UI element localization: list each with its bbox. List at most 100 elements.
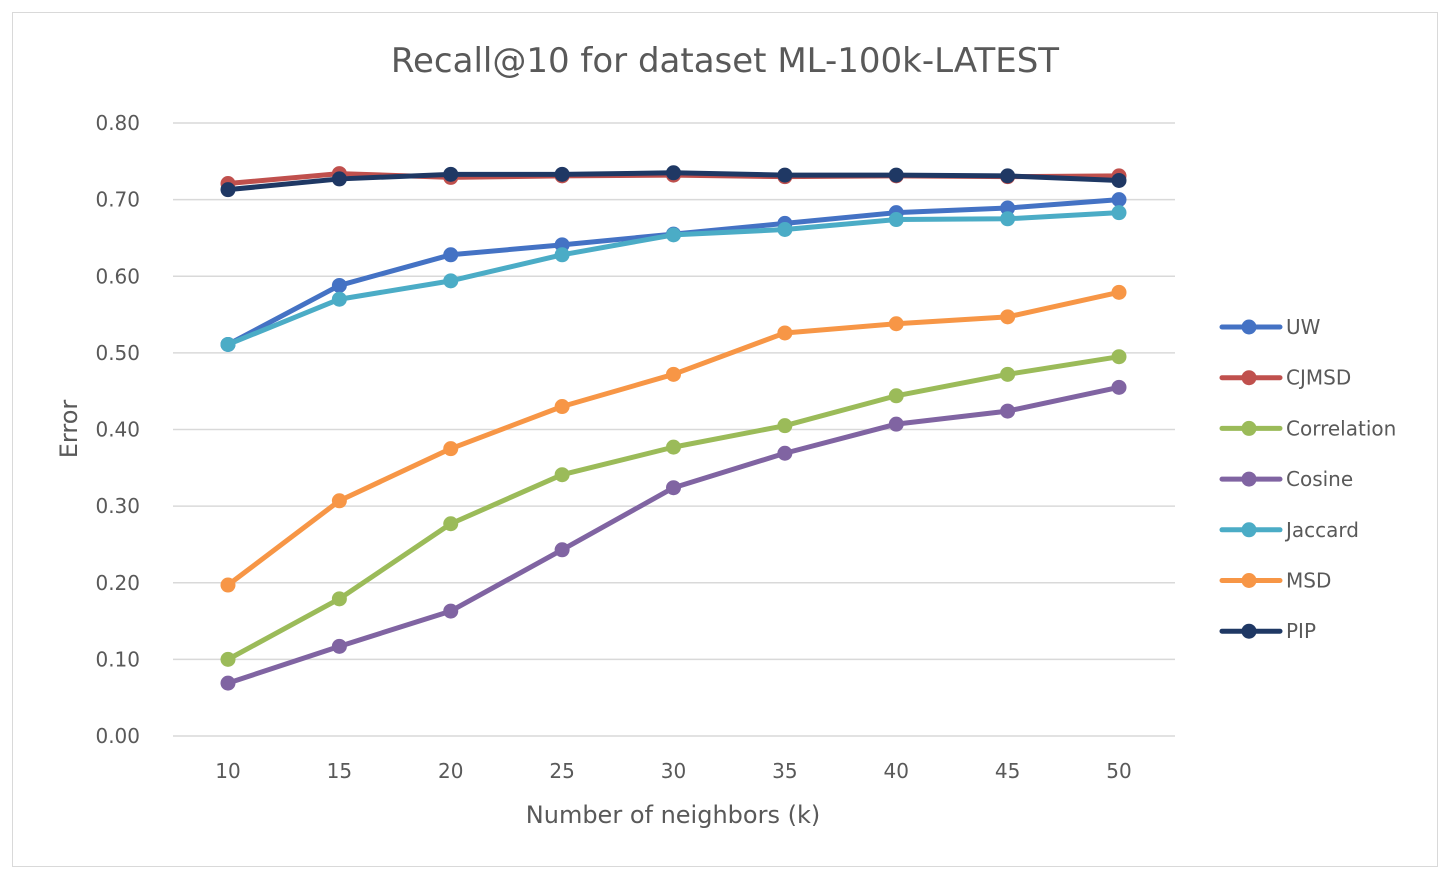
data-point xyxy=(666,165,681,181)
data-point xyxy=(554,467,570,483)
gridlines xyxy=(173,122,1175,737)
data-point xyxy=(331,171,347,187)
y-tick-label: 0.70 xyxy=(95,188,140,212)
legend-swatch-marker xyxy=(1241,573,1257,588)
data-point xyxy=(554,166,570,182)
legend-label: UW xyxy=(1286,315,1321,339)
data-point xyxy=(777,325,793,341)
data-point xyxy=(888,167,904,183)
x-axis-label: Number of neighbors (k) xyxy=(526,801,820,829)
series-lines xyxy=(220,165,1127,691)
series-uw xyxy=(220,192,1127,352)
legend-item: MSD xyxy=(1219,569,1331,593)
legend-swatch-marker xyxy=(1241,420,1257,436)
data-point xyxy=(1111,172,1127,188)
y-axis-ticks: 0.00 0.10 0.20 0.30 0.40 0.50 0.60 0.70 0.80 xyxy=(95,111,140,748)
data-point xyxy=(220,577,236,593)
legend-swatch-marker xyxy=(1241,522,1257,538)
data-point xyxy=(888,212,904,228)
data-point xyxy=(666,480,681,496)
data-point xyxy=(220,182,236,198)
y-tick-label: 0.60 xyxy=(95,264,140,288)
data-point xyxy=(443,166,459,182)
chart-title: Recall@10 for dataset ML-100k-LATEST xyxy=(391,41,1059,81)
series-pip xyxy=(220,165,1127,198)
legend-item: PIP xyxy=(1219,619,1316,643)
data-point xyxy=(888,316,904,332)
series-correlation xyxy=(220,349,1127,667)
series-msd xyxy=(220,284,1127,593)
series-line xyxy=(225,289,1122,588)
legend-item: Cosine xyxy=(1219,467,1353,491)
y-tick-label: 0.30 xyxy=(95,494,140,518)
x-tick-label: 15 xyxy=(327,759,352,783)
x-tick-label: 40 xyxy=(884,759,909,783)
data-point xyxy=(443,273,459,289)
x-tick-label: 35 xyxy=(772,759,797,783)
data-point xyxy=(443,247,459,263)
y-tick-label: 0.50 xyxy=(95,341,140,365)
data-point xyxy=(1111,205,1127,221)
legend-label: Cosine xyxy=(1286,467,1353,491)
y-tick-label: 0.40 xyxy=(95,418,140,442)
data-point xyxy=(888,416,904,432)
data-point xyxy=(888,388,904,404)
x-axis-ticks: 10 15 20 25 30 35 40 45 50 xyxy=(215,759,1131,783)
y-tick-label: 0.80 xyxy=(95,111,140,135)
data-point xyxy=(331,291,347,307)
data-point xyxy=(666,227,681,243)
data-point xyxy=(443,516,459,532)
x-tick-label: 45 xyxy=(995,759,1020,783)
data-point xyxy=(1000,403,1016,419)
x-tick-label: 30 xyxy=(661,759,686,783)
data-point xyxy=(331,493,347,509)
y-axis-label: Error xyxy=(55,400,83,459)
data-point xyxy=(1000,309,1016,325)
data-point xyxy=(443,441,459,457)
data-point xyxy=(1000,366,1016,382)
y-tick-label: 0.10 xyxy=(95,647,140,671)
data-point xyxy=(443,603,459,619)
legend-item: Correlation xyxy=(1219,416,1396,440)
series-jaccard xyxy=(220,205,1127,352)
data-point xyxy=(777,222,793,238)
data-point xyxy=(331,591,347,607)
series-cosine xyxy=(220,379,1127,691)
data-point xyxy=(666,366,681,382)
data-point xyxy=(666,439,681,455)
legend-item: CJMSD xyxy=(1219,366,1351,390)
data-point xyxy=(1000,211,1016,227)
data-point xyxy=(220,675,236,691)
legend-label: PIP xyxy=(1286,619,1316,643)
data-point xyxy=(1111,379,1127,395)
y-tick-label: 0.00 xyxy=(95,724,140,748)
legend-swatch-marker xyxy=(1241,471,1257,487)
legend-label: MSD xyxy=(1286,569,1331,593)
data-point xyxy=(1111,192,1127,208)
data-point xyxy=(331,277,347,293)
legend-item: UW xyxy=(1219,315,1321,339)
data-point xyxy=(220,336,236,352)
series-line xyxy=(225,384,1122,686)
data-point xyxy=(554,399,570,415)
data-point xyxy=(777,418,793,434)
y-tick-label: 0.20 xyxy=(95,571,140,595)
series-line xyxy=(225,354,1122,662)
data-point xyxy=(554,247,570,263)
x-tick-label: 10 xyxy=(215,759,240,783)
legend-label: Jaccard xyxy=(1284,518,1359,542)
legend-swatch-marker xyxy=(1241,319,1257,335)
legend-label: Correlation xyxy=(1286,416,1396,440)
data-point xyxy=(1111,284,1127,300)
legend: UW CJMSD Correlation Cosine Jaccard MSD PIP xyxy=(1219,315,1396,643)
data-point xyxy=(331,638,347,654)
legend-item: Jaccard xyxy=(1219,518,1359,542)
legend-swatch-marker xyxy=(1241,370,1257,386)
legend-label: CJMSD xyxy=(1286,366,1351,390)
data-point xyxy=(1000,168,1016,184)
x-tick-label: 50 xyxy=(1106,759,1131,783)
data-point xyxy=(554,542,570,558)
x-tick-label: 20 xyxy=(438,759,463,783)
data-point xyxy=(1000,200,1016,216)
